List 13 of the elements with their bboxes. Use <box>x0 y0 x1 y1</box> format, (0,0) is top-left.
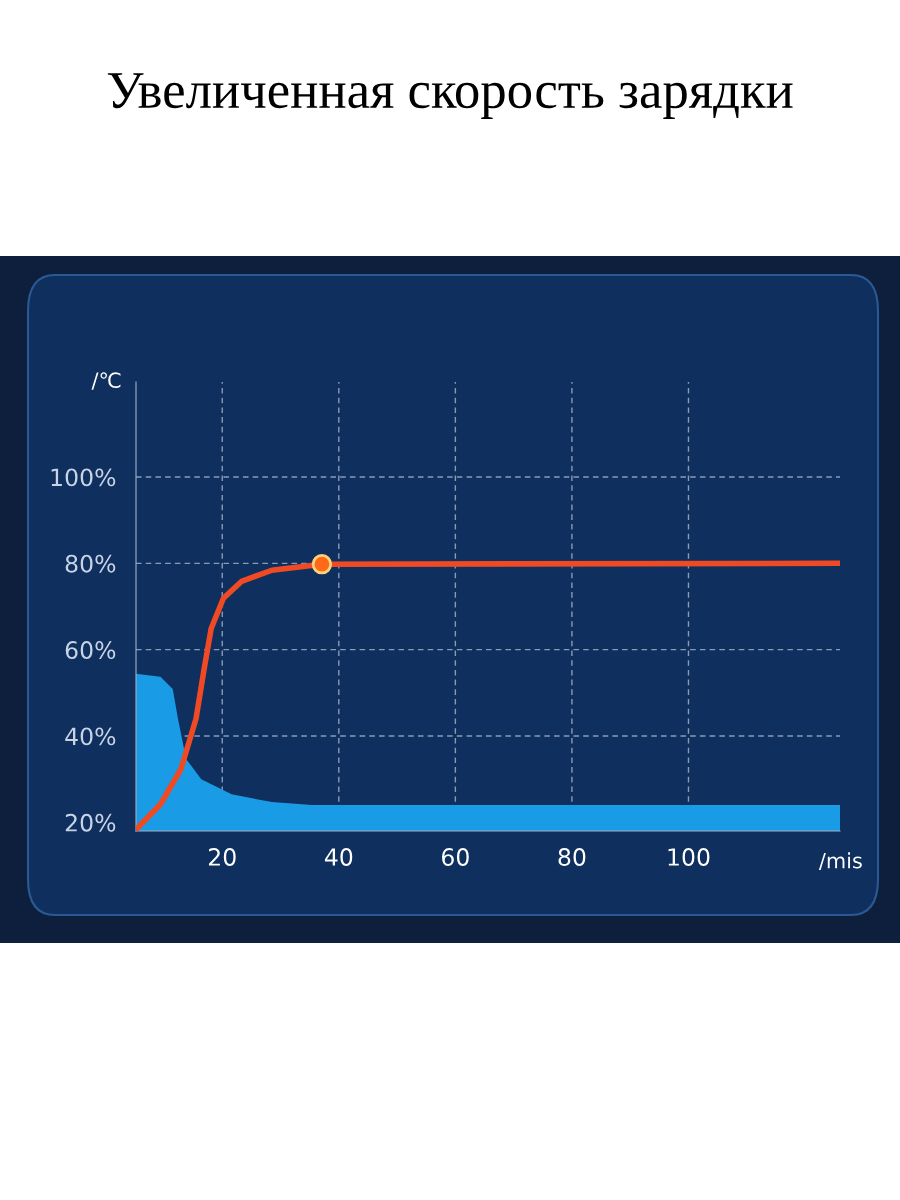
y-tick-label: 100% <box>51 468 116 487</box>
y-tick-label: 20% <box>65 813 116 832</box>
x-tick-label: 60 <box>441 848 469 866</box>
y-tick-label: 40% <box>65 727 116 746</box>
y-tick-label: 80% <box>65 554 116 573</box>
x-tick-label: 40 <box>324 848 353 866</box>
y-tick-label: 60% <box>65 641 116 659</box>
x-tick-label: 20 <box>208 848 236 866</box>
y-axis-title: /℃ <box>91 372 121 390</box>
x-tick-label: 100 <box>668 848 710 866</box>
x-axis-title: /mis <box>818 852 862 871</box>
chart-title: Увеличенная скорость зарядки <box>107 73 793 119</box>
x-tick-label: 80 <box>558 848 586 866</box>
